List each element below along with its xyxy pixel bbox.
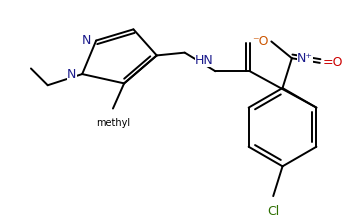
Text: Cl: Cl [267,205,279,218]
Text: methyl: methyl [96,118,130,128]
Text: HN: HN [195,54,214,67]
Text: N: N [67,68,77,81]
Text: N: N [82,34,92,47]
Text: N⁺: N⁺ [296,52,313,65]
Text: ⁻O: ⁻O [252,35,269,48]
Text: O: O [257,35,267,48]
Text: =O: =O [323,56,343,69]
